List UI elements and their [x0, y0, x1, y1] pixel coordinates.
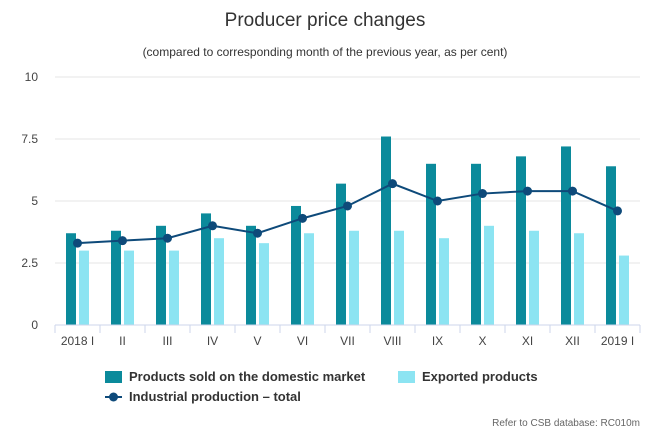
line-point[interactable]: [118, 236, 127, 246]
chart-title: Producer price changes: [225, 10, 426, 31]
bar-domestic[interactable]: [471, 163, 481, 325]
x-tick-label: XII: [565, 334, 580, 348]
line-point[interactable]: [343, 201, 352, 211]
legend[interactable]: Products sold on the domestic market Expo…: [105, 369, 538, 404]
bar-exported[interactable]: [124, 250, 134, 325]
bar-exported[interactable]: [259, 243, 269, 325]
line-point[interactable]: [208, 221, 217, 231]
bar-domestic[interactable]: [156, 225, 166, 325]
y-tick-label: 2.5: [21, 256, 38, 270]
line-series: [73, 179, 622, 248]
line-point[interactable]: [613, 206, 622, 216]
bar-domestic[interactable]: [66, 233, 76, 325]
y-axis: 0 2.5 5 7.5 10: [21, 70, 38, 332]
bar-exported[interactable]: [394, 230, 404, 325]
bar-exported[interactable]: [484, 225, 494, 325]
x-tick-label: IV: [207, 334, 218, 348]
bar-domestic[interactable]: [246, 225, 256, 325]
x-axis: 2018 I II III IV V VI VII VIII IX X XI XII 2019 I: [54, 324, 641, 348]
x-tick-label: VII: [340, 334, 355, 348]
x-tick-label: II: [119, 334, 126, 348]
bar-domestic[interactable]: [291, 205, 301, 325]
legend-label: Products sold on the domestic market: [129, 369, 366, 384]
x-tick-label: VI: [297, 334, 308, 348]
legend-item[interactable]: Industrial production – total: [105, 389, 301, 404]
bar-exported[interactable]: [619, 255, 629, 325]
line-point[interactable]: [298, 213, 307, 223]
y-tick-label: 5: [31, 194, 38, 208]
bar-domestic[interactable]: [381, 136, 391, 325]
bar-exported[interactable]: [79, 250, 89, 325]
x-tick-label: III: [162, 334, 172, 348]
legend-item[interactable]: Products sold on the domestic market: [105, 369, 366, 384]
line-point[interactable]: [433, 196, 442, 206]
bar-domestic[interactable]: [336, 183, 346, 325]
x-tick-label: V: [253, 334, 261, 348]
line-point[interactable]: [163, 233, 172, 243]
y-tick-label: 7.5: [21, 132, 38, 146]
chart-subtitle: (compared to corresponding month of the …: [143, 45, 508, 59]
bar-domestic[interactable]: [606, 166, 616, 325]
line-point[interactable]: [523, 186, 532, 196]
bar-exported[interactable]: [439, 238, 449, 325]
legend-label: Industrial production – total: [129, 389, 301, 404]
y-tick-label: 10: [25, 70, 39, 84]
grid-lines: [55, 76, 640, 326]
bar-domestic[interactable]: [111, 230, 121, 325]
bar-domestic[interactable]: [426, 163, 436, 325]
x-tick-label: X: [478, 334, 486, 348]
legend-item[interactable]: Exported products: [398, 369, 538, 384]
line-point[interactable]: [478, 189, 487, 199]
x-tick-label: XI: [522, 334, 533, 348]
y-tick-label: 0: [31, 318, 38, 332]
bar-exported[interactable]: [169, 250, 179, 325]
legend-label: Exported products: [422, 369, 538, 384]
x-tick-label: 2019 I: [601, 334, 634, 348]
legend-swatch: [105, 371, 122, 383]
bar-exported[interactable]: [574, 233, 584, 325]
x-tick-label: VIII: [383, 334, 401, 348]
bar-domestic[interactable]: [201, 213, 211, 325]
line-point[interactable]: [568, 186, 577, 196]
bar-exported[interactable]: [214, 238, 224, 325]
credits-link[interactable]: Refer to CSB database: RC010m: [492, 418, 640, 429]
bar-exported[interactable]: [304, 233, 314, 325]
bars: [66, 136, 629, 325]
x-tick-label: 2018 I: [61, 334, 94, 348]
legend-swatch: [398, 371, 415, 383]
line-point[interactable]: [73, 238, 82, 248]
bar-domestic[interactable]: [516, 156, 526, 325]
bar-domestic[interactable]: [561, 146, 571, 325]
line-point[interactable]: [388, 179, 397, 189]
bar-exported[interactable]: [349, 230, 359, 325]
x-tick-label: IX: [432, 334, 443, 348]
line-point[interactable]: [253, 228, 262, 238]
bar-exported[interactable]: [529, 230, 539, 325]
legend-marker: [109, 392, 118, 402]
